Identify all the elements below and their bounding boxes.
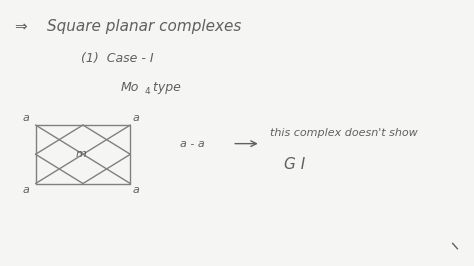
Text: this complex doesn't show: this complex doesn't show [270,128,418,138]
Text: type: type [149,81,181,94]
Text: a - a: a - a [180,139,205,149]
Text: a: a [23,113,30,123]
Text: (1)  Case - I: (1) Case - I [81,52,153,65]
Text: 4: 4 [145,87,150,96]
Text: a: a [23,185,30,195]
Text: Square planar complexes: Square planar complexes [47,19,242,34]
Text: ⇒: ⇒ [14,19,27,34]
Text: a: a [132,113,139,123]
Text: m: m [75,149,86,159]
Text: G I: G I [284,157,306,172]
Text: a: a [132,185,139,195]
Text: Mo: Mo [121,81,139,94]
